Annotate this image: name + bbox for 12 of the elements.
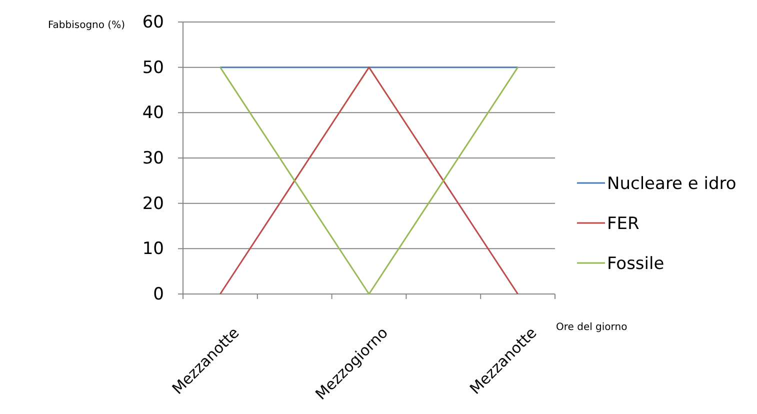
y-tick-label: 50	[142, 58, 164, 78]
y-axis-title: Fabbisogno (%)	[48, 20, 126, 31]
y-tick-label: 60	[142, 12, 164, 32]
legend-label: FER	[607, 214, 640, 234]
legend-label: Nucleare e idro	[607, 174, 736, 194]
legend-label: Fossile	[607, 254, 664, 274]
y-tick-label: 30	[142, 148, 164, 168]
y-tick-label: 20	[142, 194, 164, 214]
x-axis-title: Ore del giorno	[556, 322, 628, 333]
y-tick-label: 40	[142, 103, 164, 124]
y-tick-label: 0	[153, 284, 164, 304]
y-tick-label: 10	[142, 239, 164, 260]
